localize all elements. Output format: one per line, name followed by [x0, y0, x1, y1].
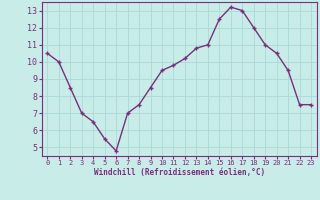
X-axis label: Windchill (Refroidissement éolien,°C): Windchill (Refroidissement éolien,°C) [94, 168, 265, 177]
